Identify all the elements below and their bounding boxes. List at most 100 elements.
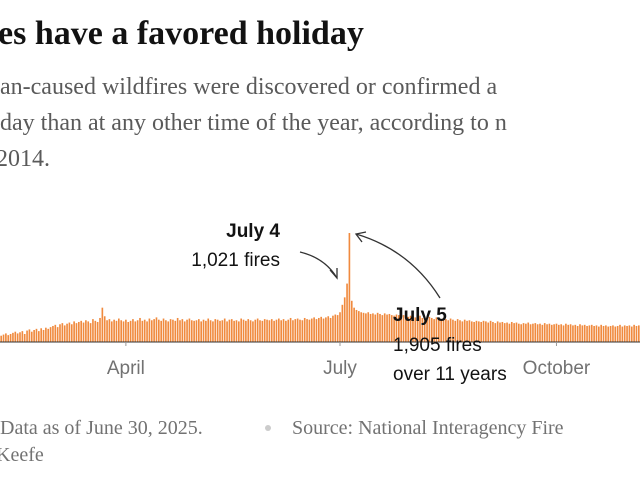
bar [70, 324, 73, 342]
bar [92, 319, 94, 342]
bar [181, 319, 184, 342]
bar [334, 314, 337, 342]
bar [45, 327, 47, 342]
bar [315, 319, 318, 342]
bar [162, 318, 165, 342]
bar [353, 307, 355, 342]
bar [558, 324, 560, 342]
footer: Data as of June 30, 2025. [0, 417, 203, 439]
bar [19, 332, 21, 342]
bar [245, 320, 247, 342]
bar [390, 315, 393, 342]
bar [85, 320, 87, 342]
bar [614, 326, 617, 342]
bar [228, 319, 231, 342]
bar [207, 318, 210, 342]
bar [412, 316, 414, 342]
bar [132, 319, 134, 342]
bar [176, 317, 179, 342]
bar [94, 320, 97, 342]
bar [190, 320, 193, 342]
bar [165, 320, 167, 342]
bar [405, 315, 407, 342]
bar [539, 323, 541, 342]
bar [440, 319, 442, 342]
bar [287, 319, 290, 342]
bar [494, 323, 497, 342]
bar [230, 319, 233, 342]
bar [108, 319, 111, 342]
bar [506, 322, 508, 342]
bar [499, 322, 501, 342]
bar [365, 313, 367, 342]
chart-title: es have a favored holiday [0, 15, 364, 52]
bar [336, 315, 339, 342]
footer: Source: National Interagency Fire [292, 417, 564, 439]
bar [346, 283, 348, 342]
bar [125, 319, 127, 342]
bar [503, 323, 506, 342]
bar [118, 318, 120, 342]
bar [214, 319, 217, 342]
x-tick-label: July [323, 358, 357, 379]
x-tick-label: October [523, 358, 591, 379]
bar [270, 319, 273, 342]
bar [52, 325, 54, 342]
bar [303, 317, 306, 342]
bar [454, 320, 457, 342]
bar [318, 317, 320, 342]
bar [532, 323, 534, 342]
bar [374, 314, 377, 342]
bar [78, 321, 80, 342]
bar [487, 322, 490, 342]
bar [633, 324, 635, 342]
bar [350, 300, 353, 342]
bar [605, 325, 607, 342]
bar [430, 317, 433, 342]
bar [393, 315, 395, 342]
bar [560, 324, 562, 342]
bar [362, 312, 365, 342]
bar [525, 323, 527, 342]
bar [492, 321, 494, 342]
bar [433, 319, 435, 342]
bar [553, 324, 555, 342]
bar [179, 320, 181, 342]
bar [223, 318, 226, 342]
bar [478, 321, 480, 342]
bar [383, 313, 386, 342]
bar [329, 317, 332, 342]
bar [294, 319, 297, 342]
bar [310, 318, 313, 342]
bar [468, 320, 471, 342]
bar [54, 324, 57, 342]
bar [110, 321, 113, 342]
bar [266, 319, 268, 342]
bar [263, 319, 266, 342]
bar [447, 320, 450, 342]
bar [259, 320, 261, 342]
bar [416, 316, 419, 342]
bar [127, 321, 130, 342]
annotation: over 11 years [393, 364, 507, 385]
bar [122, 321, 125, 342]
bar [508, 323, 511, 342]
bar [146, 321, 148, 342]
bar [426, 318, 428, 342]
bar [256, 318, 259, 342]
arrow [299, 251, 338, 279]
bar [160, 320, 162, 342]
bar [202, 319, 205, 342]
bar [428, 316, 431, 342]
footer: Keefe [0, 444, 44, 466]
bar [520, 324, 522, 342]
bar [466, 320, 468, 342]
bar [616, 325, 619, 342]
bar [252, 321, 254, 342]
bar [386, 314, 388, 342]
bar [548, 323, 551, 342]
bar [280, 320, 282, 342]
bar [626, 325, 628, 342]
bar [216, 319, 219, 342]
